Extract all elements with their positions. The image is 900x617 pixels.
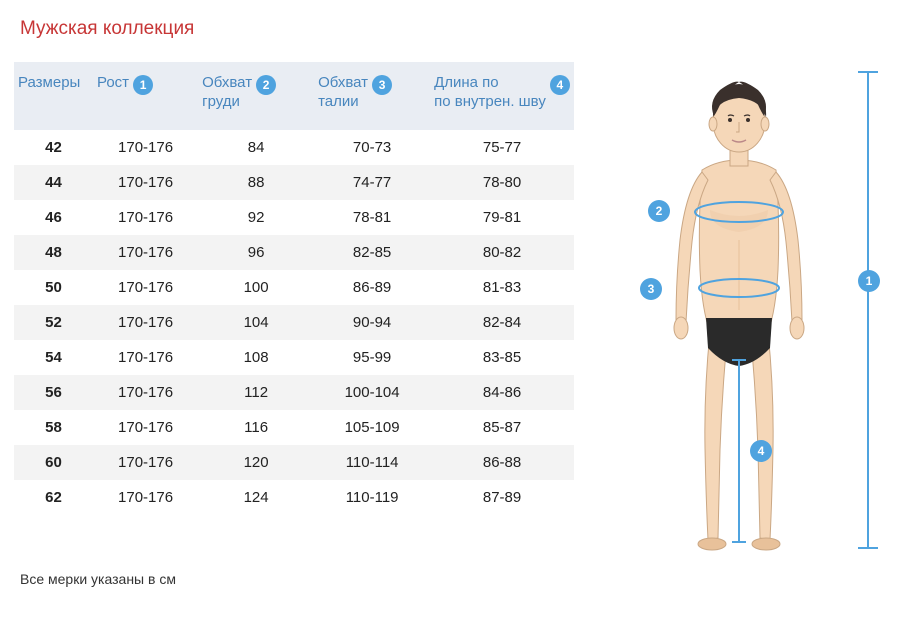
col-header-chest: Обхватгруди 2 <box>198 62 314 130</box>
cell-height: 170-176 <box>93 130 198 165</box>
col-label-size: Размеры <box>18 74 80 93</box>
cell-waist: 110-119 <box>314 480 430 515</box>
cell-chest: 112 <box>198 375 314 410</box>
cell-waist: 74-77 <box>314 165 430 200</box>
table-row: 46170-1769278-8179-81 <box>14 200 574 235</box>
cell-height: 170-176 <box>93 375 198 410</box>
cell-chest: 100 <box>198 270 314 305</box>
cell-size: 44 <box>14 165 93 200</box>
table-row: 60170-176120110-11486-88 <box>14 445 574 480</box>
cell-chest: 96 <box>198 235 314 270</box>
cell-size: 52 <box>14 305 93 340</box>
cell-height: 170-176 <box>93 235 198 270</box>
cell-inseam: 87-89 <box>430 480 574 515</box>
cell-chest: 108 <box>198 340 314 375</box>
cell-inseam: 85-87 <box>430 410 574 445</box>
size-table-container: Размеры Рост 1 Обхватгруди 2 Об <box>14 62 574 515</box>
cell-height: 170-176 <box>93 445 198 480</box>
diagram-badge-1-icon: 1 <box>858 270 880 292</box>
cell-waist: 110-114 <box>314 445 430 480</box>
cell-size: 62 <box>14 480 93 515</box>
cell-inseam: 83-85 <box>430 340 574 375</box>
table-row: 44170-1768874-7778-80 <box>14 165 574 200</box>
col-label-waist: Обхватталии <box>318 74 368 112</box>
diagram-badge-2-icon: 2 <box>648 200 670 222</box>
badge-4-icon: 4 <box>550 75 570 95</box>
cell-chest: 92 <box>198 200 314 235</box>
col-header-inseam: Длина попо внутрен. шву 4 <box>430 62 574 130</box>
badge-3-icon: 3 <box>372 75 392 95</box>
cell-inseam: 84-86 <box>430 375 574 410</box>
cell-size: 58 <box>14 410 93 445</box>
badge-1-icon: 1 <box>133 75 153 95</box>
col-header-size: Размеры <box>14 62 93 130</box>
cell-inseam: 80-82 <box>430 235 574 270</box>
cell-size: 46 <box>14 200 93 235</box>
table-row: 54170-17610895-9983-85 <box>14 340 574 375</box>
cell-waist: 105-109 <box>314 410 430 445</box>
cell-height: 170-176 <box>93 410 198 445</box>
cell-inseam: 79-81 <box>430 200 574 235</box>
cell-inseam: 86-88 <box>430 445 574 480</box>
cell-inseam: 81-83 <box>430 270 574 305</box>
cell-chest: 120 <box>198 445 314 480</box>
cell-waist: 100-104 <box>314 375 430 410</box>
cell-chest: 88 <box>198 165 314 200</box>
page-title: Мужская коллекция <box>20 18 194 40</box>
cell-size: 60 <box>14 445 93 480</box>
badge-2-icon: 2 <box>256 75 276 95</box>
cell-waist: 78-81 <box>314 200 430 235</box>
cell-chest: 124 <box>198 480 314 515</box>
cell-waist: 82-85 <box>314 235 430 270</box>
cell-waist: 86-89 <box>314 270 430 305</box>
cell-height: 170-176 <box>93 200 198 235</box>
col-label-inseam: Длина попо внутрен. шву <box>434 74 546 112</box>
cell-height: 170-176 <box>93 165 198 200</box>
table-row: 52170-17610490-9482-84 <box>14 305 574 340</box>
cell-size: 42 <box>14 130 93 165</box>
cell-inseam: 82-84 <box>430 305 574 340</box>
diagram-badge-4-icon: 4 <box>750 440 772 462</box>
cell-size: 50 <box>14 270 93 305</box>
cell-size: 48 <box>14 235 93 270</box>
table-row: 62170-176124110-11987-89 <box>14 480 574 515</box>
cell-waist: 70-73 <box>314 130 430 165</box>
cell-size: 56 <box>14 375 93 410</box>
diagram-badge-3-icon: 3 <box>640 278 662 300</box>
cell-waist: 90-94 <box>314 305 430 340</box>
table-row: 58170-176116105-10985-87 <box>14 410 574 445</box>
col-header-height: Рост 1 <box>93 62 198 130</box>
col-label-height: Рост <box>97 74 129 93</box>
cell-height: 170-176 <box>93 270 198 305</box>
table-row: 48170-1769682-8580-82 <box>14 235 574 270</box>
cell-chest: 104 <box>198 305 314 340</box>
cell-chest: 116 <box>198 410 314 445</box>
cell-inseam: 75-77 <box>430 130 574 165</box>
cell-waist: 95-99 <box>314 340 430 375</box>
cell-height: 170-176 <box>93 305 198 340</box>
cell-height: 170-176 <box>93 480 198 515</box>
table-row: 42170-1768470-7375-77 <box>14 130 574 165</box>
body-diagram: 1 2 3 4 <box>590 60 890 560</box>
cell-height: 170-176 <box>93 340 198 375</box>
cell-chest: 84 <box>198 130 314 165</box>
table-row: 56170-176112100-10484-86 <box>14 375 574 410</box>
footnote: Все мерки указаны в см <box>20 571 176 587</box>
size-table: Размеры Рост 1 Обхватгруди 2 Об <box>14 62 574 515</box>
col-header-waist: Обхватталии 3 <box>314 62 430 130</box>
col-label-chest: Обхватгруди <box>202 74 252 112</box>
cell-inseam: 78-80 <box>430 165 574 200</box>
cell-size: 54 <box>14 340 93 375</box>
table-row: 50170-17610086-8981-83 <box>14 270 574 305</box>
